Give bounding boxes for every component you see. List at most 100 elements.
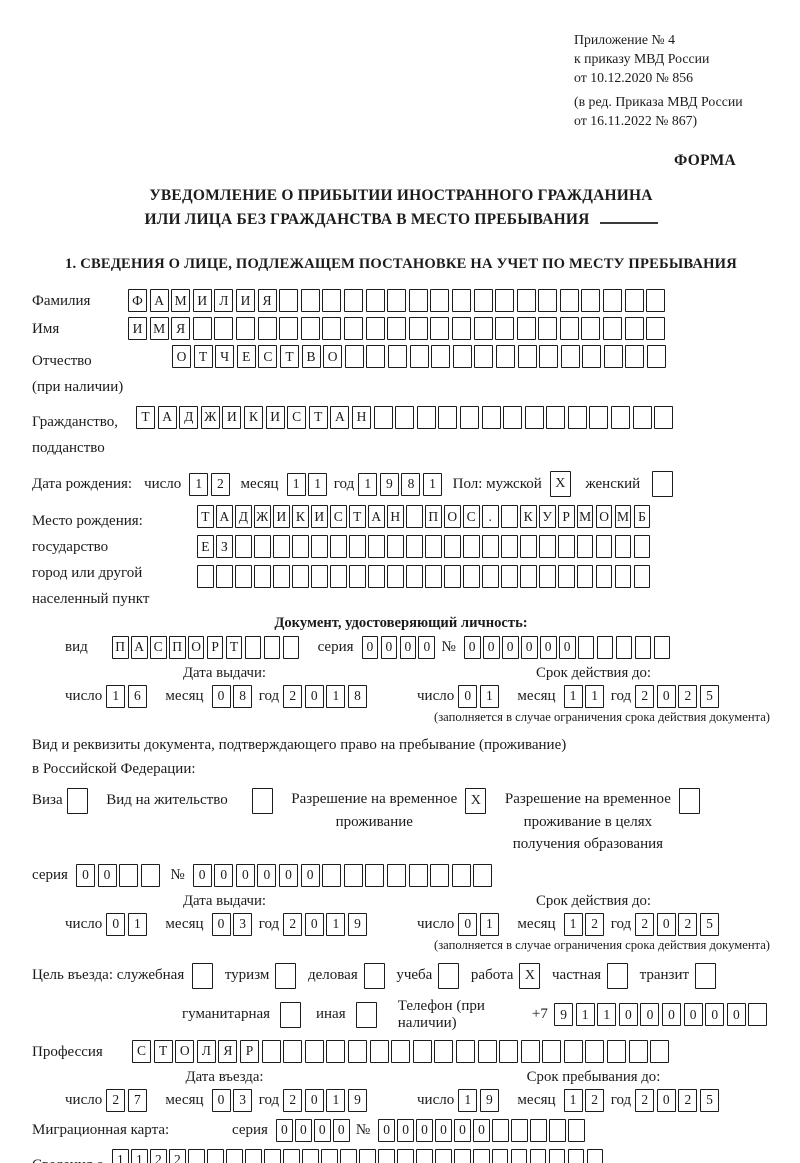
- char-box[interactable]: Е: [236, 345, 256, 369]
- char-box[interactable]: 0: [211, 912, 231, 936]
- char-box[interactable]: 2: [106, 1088, 126, 1112]
- char-box[interactable]: [603, 345, 623, 369]
- char-box[interactable]: 0: [257, 863, 277, 887]
- char-box[interactable]: А: [215, 505, 233, 529]
- char-box[interactable]: И: [272, 505, 290, 529]
- char-box[interactable]: [607, 962, 629, 989]
- char-box[interactable]: [329, 565, 347, 589]
- char-box[interactable]: П: [111, 635, 129, 659]
- char-box[interactable]: [339, 1148, 357, 1163]
- char-box[interactable]: [310, 565, 328, 589]
- char-box[interactable]: [603, 317, 623, 341]
- char-box[interactable]: И: [128, 317, 147, 341]
- char-box[interactable]: [279, 317, 299, 341]
- char-box[interactable]: [538, 565, 556, 589]
- char-box[interactable]: 2: [678, 1088, 698, 1112]
- char-box[interactable]: Л: [214, 289, 234, 313]
- char-box[interactable]: [348, 535, 366, 559]
- char-box[interactable]: [473, 863, 493, 887]
- char-box[interactable]: [192, 317, 212, 341]
- char-box[interactable]: [453, 1148, 471, 1163]
- char-box[interactable]: [234, 535, 252, 559]
- char-box[interactable]: [320, 1148, 338, 1163]
- char-box[interactable]: 0: [463, 635, 481, 659]
- char-box[interactable]: [451, 289, 471, 313]
- char-box[interactable]: [119, 863, 139, 887]
- char-box[interactable]: [451, 317, 471, 341]
- char-box[interactable]: [386, 535, 404, 559]
- char-box[interactable]: 2: [283, 684, 303, 708]
- char-box[interactable]: [187, 1148, 205, 1163]
- char-box[interactable]: [455, 1039, 475, 1063]
- char-box[interactable]: [495, 317, 515, 341]
- char-box[interactable]: М: [614, 505, 632, 529]
- char-box[interactable]: [430, 863, 450, 887]
- char-box[interactable]: [197, 565, 214, 589]
- char-box[interactable]: [225, 1148, 243, 1163]
- char-box[interactable]: П: [168, 635, 186, 659]
- char-box[interactable]: 0: [656, 912, 676, 936]
- char-box[interactable]: [366, 345, 386, 369]
- char-box[interactable]: [625, 345, 645, 369]
- birth-place-row3-input[interactable]: [197, 565, 653, 589]
- char-box[interactable]: [557, 535, 575, 559]
- char-box[interactable]: 1: [358, 472, 378, 496]
- char-box[interactable]: 0: [279, 863, 298, 887]
- char-box[interactable]: 1: [326, 1088, 346, 1112]
- char-box[interactable]: П: [424, 505, 442, 529]
- char-box[interactable]: [633, 535, 651, 559]
- char-box[interactable]: 0: [501, 635, 519, 659]
- char-box[interactable]: 6: [127, 684, 147, 708]
- char-box[interactable]: [365, 863, 385, 887]
- char-box[interactable]: [542, 1039, 562, 1063]
- char-box[interactable]: 1: [130, 1148, 148, 1163]
- char-box[interactable]: М: [149, 317, 169, 341]
- char-box[interactable]: Ч: [215, 345, 235, 369]
- char-box[interactable]: [491, 1148, 509, 1163]
- char-box[interactable]: [559, 289, 579, 313]
- char-box[interactable]: [500, 535, 518, 559]
- char-box[interactable]: [503, 405, 523, 429]
- char-box[interactable]: [280, 1001, 302, 1028]
- char-box[interactable]: [140, 863, 160, 887]
- char-box[interactable]: [567, 1148, 585, 1163]
- char-box[interactable]: [473, 317, 493, 341]
- char-box[interactable]: 0: [656, 684, 676, 708]
- char-box[interactable]: [462, 535, 480, 559]
- char-box[interactable]: [355, 1001, 377, 1028]
- char-box[interactable]: 0: [75, 863, 95, 887]
- char-box[interactable]: [438, 962, 460, 989]
- purpose-business2-checkbox[interactable]: [363, 962, 388, 989]
- char-box[interactable]: Д: [234, 505, 252, 529]
- char-box[interactable]: [443, 535, 461, 559]
- char-box[interactable]: [603, 289, 623, 313]
- char-box[interactable]: [538, 289, 558, 313]
- char-box[interactable]: О: [172, 345, 191, 369]
- char-box[interactable]: О: [323, 345, 343, 369]
- char-box[interactable]: [263, 1148, 281, 1163]
- char-box[interactable]: [451, 863, 471, 887]
- char-box[interactable]: [474, 345, 494, 369]
- char-box[interactable]: 2: [585, 1088, 605, 1112]
- sex-male-checkbox[interactable]: X: [549, 471, 574, 498]
- char-box[interactable]: С: [462, 505, 480, 529]
- char-box[interactable]: X: [465, 788, 487, 815]
- char-box[interactable]: [524, 405, 544, 429]
- char-box[interactable]: 0: [656, 1088, 676, 1112]
- char-box[interactable]: 2: [168, 1148, 186, 1163]
- char-box[interactable]: 1: [563, 912, 583, 936]
- char-box[interactable]: [492, 1118, 509, 1142]
- char-box[interactable]: [462, 565, 480, 589]
- char-box[interactable]: 0: [361, 635, 379, 659]
- char-box[interactable]: [652, 471, 674, 498]
- visa-checkbox[interactable]: [66, 788, 91, 815]
